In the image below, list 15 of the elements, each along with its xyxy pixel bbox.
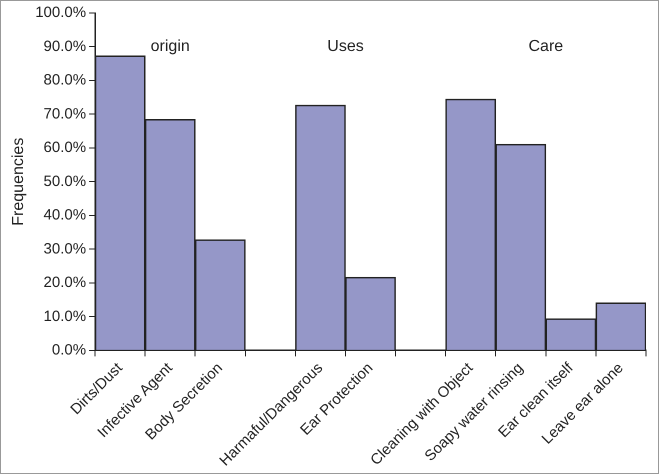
y-axis-title: Frequencies: [10, 138, 28, 226]
annotation: Care: [528, 38, 564, 56]
y-tick-label: 100.0%: [35, 4, 86, 22]
y-tick-label: 0.0%: [52, 342, 86, 359]
y-tick-label: 50.0%: [44, 172, 86, 190]
y-tick-label: 80.0%: [44, 72, 86, 89]
y-tick-label: 20.0%: [44, 274, 86, 292]
y-tick-label: 40.0%: [44, 206, 86, 224]
annotation: Uses: [327, 38, 364, 56]
annotation: origin: [150, 38, 190, 56]
y-tick-label: 70.0%: [44, 105, 86, 122]
y-tick-label: 90.0%: [44, 38, 86, 55]
y-tick-label: 60.0%: [44, 139, 86, 156]
y-tick-label: 30.0%: [44, 240, 86, 258]
y-tick-label: 10.0%: [44, 308, 86, 325]
